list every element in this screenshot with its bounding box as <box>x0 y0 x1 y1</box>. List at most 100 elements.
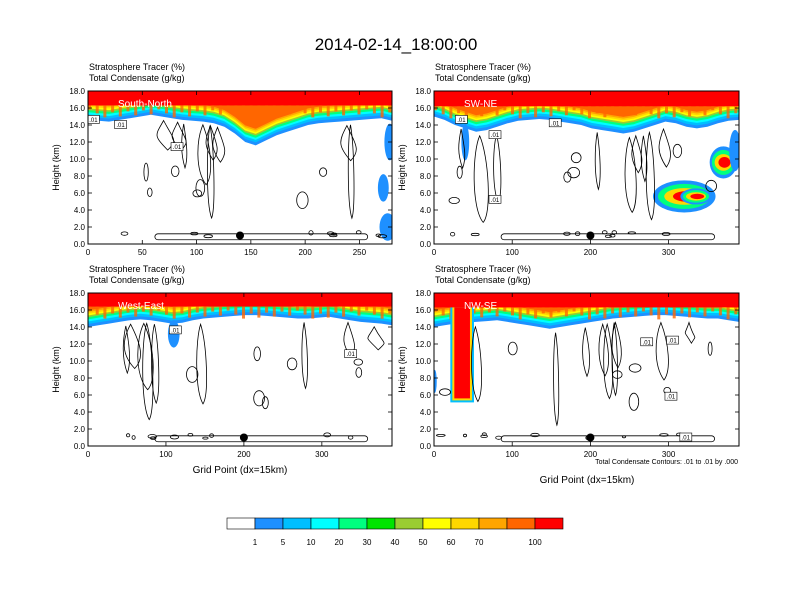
x-tick-label: 150 <box>244 248 258 257</box>
tracer-streak <box>595 106 599 114</box>
tracer-streak <box>487 307 491 313</box>
y-axis-title: Height (km) <box>51 346 61 393</box>
tracer-streak <box>218 105 222 115</box>
tracer-streak <box>349 306 353 312</box>
tracer-streak <box>472 106 476 113</box>
condensate-contour <box>603 322 614 400</box>
y-tick-label: 14.0 <box>69 121 85 130</box>
tracer-top <box>434 293 739 308</box>
tracer-blob-1 <box>434 369 437 393</box>
tracer-streak <box>641 307 645 312</box>
boundary-contour <box>154 233 369 241</box>
tracer-streak <box>711 307 715 312</box>
tracer-streak <box>380 306 384 319</box>
tracer-top <box>88 293 392 307</box>
tracer-streak <box>626 106 630 112</box>
tracer-streak <box>188 306 192 318</box>
panel-title-line-1: Stratosphere Tracer (%) <box>435 62 531 72</box>
tracer-streak <box>726 106 730 119</box>
surface-contour <box>609 233 616 238</box>
condensate-contour <box>212 126 226 163</box>
boundary-contour <box>154 435 369 443</box>
tracer-streak <box>588 307 591 320</box>
y-tick-label: 4.0 <box>420 408 432 417</box>
tracer-streak <box>526 307 530 315</box>
condensate-contour <box>137 322 154 391</box>
contour-label-text: .01 <box>643 340 652 346</box>
colorbar-cell-3 <box>282 517 312 530</box>
condensate-contour <box>456 165 463 179</box>
y-tick-label: 16.0 <box>415 104 431 113</box>
tracer-streak <box>557 307 561 313</box>
contour-label-text: .01 <box>551 121 560 127</box>
plot-area: .01 .01 .01 .01 <box>434 91 739 244</box>
condensate-contour <box>594 132 601 191</box>
tracer-streak <box>95 306 99 315</box>
y-tick-label: 12.0 <box>415 340 431 349</box>
tracer-streak <box>665 307 668 315</box>
tracer-streak <box>572 307 576 312</box>
surface-contour <box>203 234 213 239</box>
contour-label: .01 <box>664 391 678 401</box>
condensate-contour <box>705 179 717 193</box>
y-tick-label: 0.0 <box>420 240 432 249</box>
tracer-streak <box>141 105 145 111</box>
y-tick-label: 18.0 <box>415 289 431 298</box>
condensate-contour <box>296 191 309 209</box>
contour-label: .01 <box>488 130 502 139</box>
condensate-contour <box>340 124 357 162</box>
panel-title-line-1: Stratosphere Tracer (%) <box>89 62 185 72</box>
condensate-contour <box>186 366 199 383</box>
tracer-streak <box>103 306 107 319</box>
tracer-streak <box>695 307 699 313</box>
tracer-streak <box>649 307 653 316</box>
tracer-streak <box>211 105 215 111</box>
y-tick-label: 10.0 <box>69 357 85 366</box>
tracer-streak <box>180 306 184 314</box>
colorbar-cell-2 <box>254 517 284 530</box>
tracer-streak <box>726 307 730 320</box>
contour-label-text: .01 <box>347 352 356 358</box>
y-tick-label: 8.0 <box>420 172 432 181</box>
surface-contour <box>661 231 671 236</box>
surface-contour <box>330 232 338 236</box>
y-tick-label: 16.0 <box>69 306 85 315</box>
condensate-contour <box>570 152 582 164</box>
x-tick-label: 100 <box>159 450 173 459</box>
tracer-streak <box>657 106 661 119</box>
tracer-streak <box>265 306 269 313</box>
contour-label: .01 <box>488 195 502 204</box>
tracer-streak <box>672 307 676 319</box>
tracer-streak <box>165 306 168 315</box>
figure-title: 2014-02-14_18:00:00 <box>315 35 478 54</box>
colorbar-label-6: 40 <box>391 538 400 547</box>
surface-contour <box>209 433 215 438</box>
tracer-streak <box>388 105 392 113</box>
condensate-contour <box>205 124 218 161</box>
surface-contour <box>131 435 136 440</box>
contour-label-box <box>88 115 100 124</box>
tracer-streak <box>311 105 315 118</box>
tracer-streak <box>203 105 207 116</box>
surface-contour <box>574 231 581 237</box>
colorbar-cell-8 <box>422 517 452 530</box>
condensate-contour <box>151 324 160 405</box>
tracer-streak <box>495 307 499 317</box>
tracer-streak <box>326 306 330 318</box>
y-tick-label: 6.0 <box>420 189 432 198</box>
tracer-streak <box>595 307 599 315</box>
condensate-contour <box>355 367 363 378</box>
panel-label: SW-NE <box>464 99 497 110</box>
tracer-streak <box>103 105 107 118</box>
condensate-contour <box>196 322 207 405</box>
plot-area: .01 .01 .01 .01 <box>434 293 739 446</box>
y-tick-label: 6.0 <box>74 391 86 400</box>
plot-frame <box>87 292 393 447</box>
surface-contour <box>202 436 209 440</box>
tracer-streak <box>172 306 176 319</box>
tracer-streak <box>257 105 261 117</box>
tracer-streak <box>588 106 591 119</box>
y-tick-label: 18.0 <box>69 289 85 298</box>
x-tick-label: 0 <box>432 450 437 459</box>
tracer-streak <box>272 306 276 317</box>
